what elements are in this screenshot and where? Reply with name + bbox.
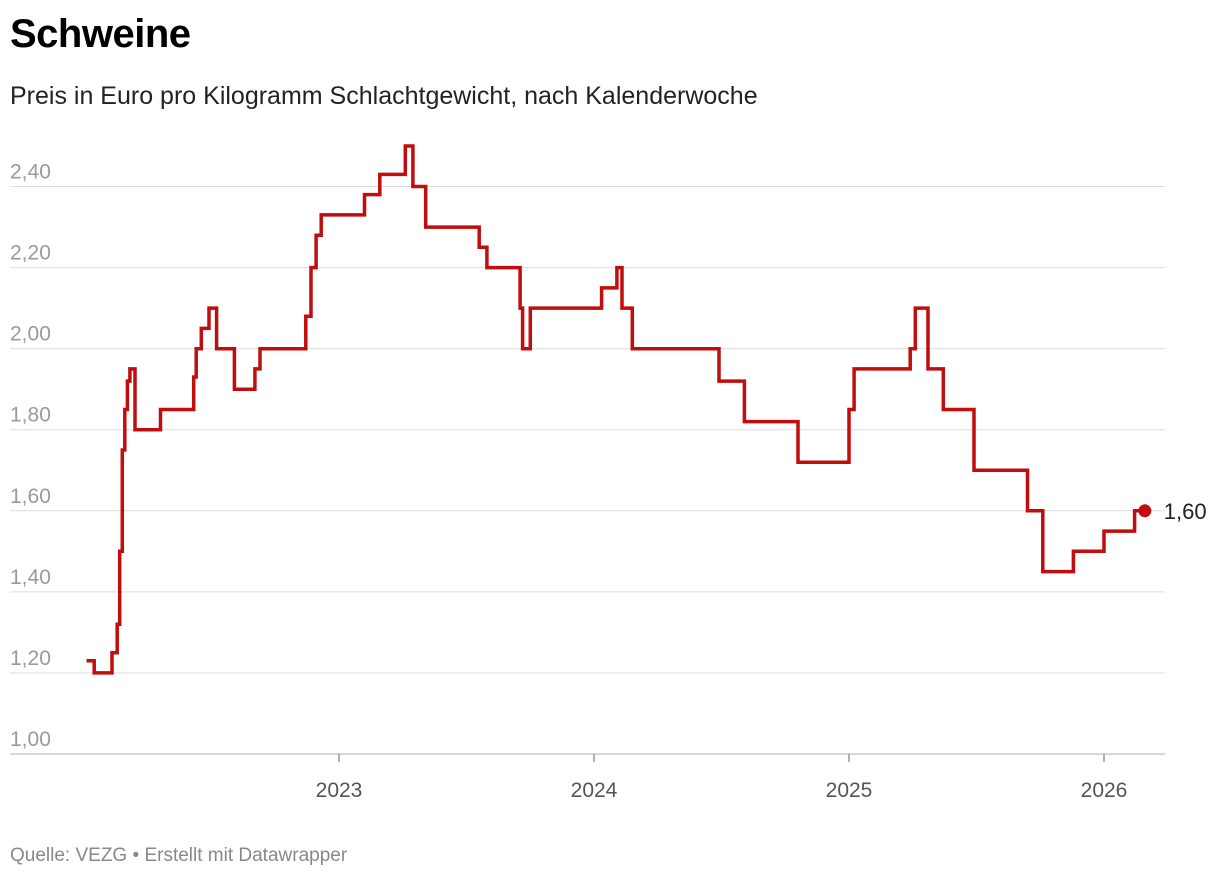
y-axis: 1,00 1,20 1,40 1,60 1,80 2,00 2,20 2,40 xyxy=(10,161,51,751)
end-value-label: 1,60 xyxy=(1164,499,1207,524)
y-tick-label: 1,00 xyxy=(10,728,51,751)
credit-text: Erstellt mit Datawrapper xyxy=(144,845,348,866)
y-tick-label: 2,00 xyxy=(10,323,51,346)
y-tick-label: 2,40 xyxy=(10,161,51,184)
y-tick-label: 1,40 xyxy=(10,566,51,589)
y-tick-label: 1,60 xyxy=(10,485,51,508)
chart-subtitle: Preis in Euro pro Kilogramm Schlachtgewi… xyxy=(10,82,758,110)
x-tick-label: 2025 xyxy=(826,779,873,802)
y-tick-label: 2,20 xyxy=(10,242,51,265)
x-tick-label: 2024 xyxy=(571,779,618,802)
footer: Quelle: VEZG • Erstellt mit Datawrapper xyxy=(10,845,347,867)
series-layer: 1,60 xyxy=(86,144,1207,675)
x-tick-label: 2023 xyxy=(316,779,363,802)
end-point-marker xyxy=(1138,504,1152,518)
source-text: Quelle: VEZG xyxy=(10,845,128,866)
footer-separator: • xyxy=(132,845,140,866)
chart-title: Schweine xyxy=(10,12,191,56)
y-tick-label: 1,80 xyxy=(10,404,51,427)
y-tick-label: 1,20 xyxy=(10,647,51,670)
price-step-line xyxy=(86,144,1145,675)
x-tick-label: 2026 xyxy=(1081,779,1128,802)
x-axis: 2023 2024 2025 2026 xyxy=(316,754,1128,802)
